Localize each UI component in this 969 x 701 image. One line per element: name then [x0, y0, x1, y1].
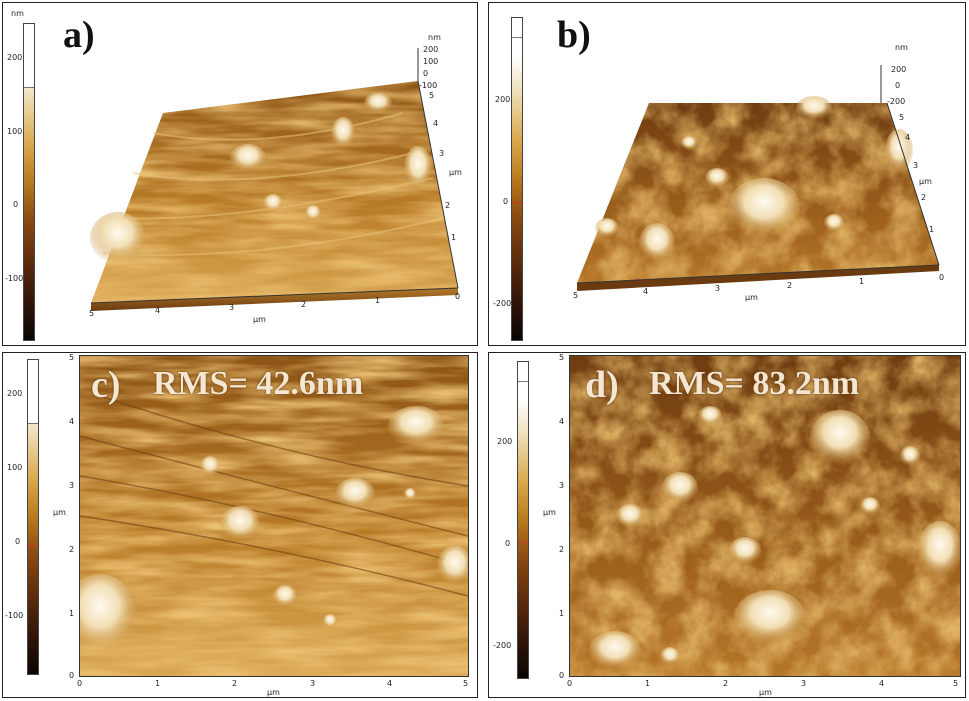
colorbar-a-tick: 100 [7, 127, 23, 136]
z-tick-a: 0 [423, 69, 429, 78]
x-tick-a: 1 [375, 296, 381, 305]
colorbar-c-tick: -100 [5, 611, 24, 620]
x-tick-b: 5 [573, 291, 579, 300]
colorbar-a-tick: 0 [13, 200, 19, 209]
x-tick-b: 0 [939, 273, 945, 282]
panel-b-label: b) [557, 14, 591, 56]
x-tick-d: 2 [723, 679, 729, 688]
colorbar-a-tick: 200 [7, 53, 23, 62]
z-tick-b: 0 [895, 81, 901, 90]
x-tick-a: 3 [229, 303, 235, 312]
x-tick-d: 3 [801, 679, 807, 688]
colorbar-c-tick: 100 [7, 463, 23, 472]
y-tick-d: 3 [559, 481, 565, 490]
x-unit-b: μm [745, 293, 758, 302]
x-tick-c: 1 [155, 679, 161, 688]
x-tick-c: 4 [387, 679, 393, 688]
y-tick-b: 4 [905, 133, 911, 142]
y-tick-a: 1 [451, 233, 457, 242]
x-tick-c: 0 [77, 679, 83, 688]
y-unit-a: μm [449, 168, 462, 177]
colorbar-d-tick: 0 [505, 539, 511, 548]
colorbar-b-tick: 200 [495, 95, 511, 104]
y-tick-c: 5 [69, 353, 75, 362]
y-tick-c: 0 [69, 671, 75, 680]
colorbar-a-unit: nm [11, 9, 24, 18]
x-tick-d: 4 [879, 679, 885, 688]
panel-c-label: c) [91, 364, 121, 406]
rms-d: RMS= 83.2nm [649, 365, 860, 402]
panel-a: nm 200 100 0 -100 a) nm 200 100 0 -100 5 [2, 2, 478, 346]
panel-d-label: d) [585, 364, 619, 406]
y-unit-c: μm [53, 508, 66, 517]
y-tick-c: 1 [69, 609, 75, 618]
colorbar-d-tick: 200 [497, 437, 513, 446]
panel-c: 200 100 0 -100 c) RMS= 42.6nm 5 4 3 2 1 … [2, 352, 478, 698]
x-unit-a: μm [253, 315, 266, 324]
z-tick-a: -100 [419, 81, 438, 90]
y-tick-c: 4 [69, 417, 75, 426]
afm-image-c [79, 355, 469, 677]
surface-a-peaks [90, 93, 432, 264]
y-tick-a: 4 [433, 119, 439, 128]
y-tick-c: 2 [69, 545, 75, 554]
x-tick-a: 0 [455, 292, 461, 301]
x-tick-b: 1 [859, 277, 865, 286]
x-tick-d: 5 [953, 679, 959, 688]
x-tick-d: 0 [567, 679, 573, 688]
z-unit-b: nm [895, 43, 908, 52]
z-tick-a: 100 [423, 57, 439, 66]
panel-d: 200 0 -200 d) RMS= 83.2nm 5 4 3 2 1 0 μm… [488, 352, 966, 698]
x-tick-a: 5 [89, 309, 95, 318]
z-tick-b: -200 [887, 97, 906, 106]
colorbar-d [517, 361, 529, 679]
x-tick-a: 2 [301, 300, 307, 309]
x-tick-c: 3 [310, 679, 316, 688]
y-tick-d: 4 [559, 417, 565, 426]
y-tick-d: 0 [559, 671, 565, 680]
colorbar-b-tick: 0 [503, 197, 509, 206]
rms-c: RMS= 42.6nm [153, 365, 364, 402]
z-tick-b: 200 [891, 65, 907, 74]
x-unit-d: μm [759, 688, 772, 697]
y-tick-a: 2 [445, 201, 451, 210]
y-tick-b: 2 [921, 193, 927, 202]
colorbar-c-tick: 0 [15, 537, 21, 546]
y-tick-d: 5 [559, 353, 565, 362]
y-tick-d: 2 [559, 545, 565, 554]
colorbar-b-tick: -200 [493, 299, 512, 308]
colorbar-c [27, 359, 39, 675]
y-tick-a: 3 [439, 149, 445, 158]
colorbar-a-tick: -100 [5, 274, 24, 283]
afm-image-d [569, 355, 961, 677]
x-tick-d: 1 [645, 679, 651, 688]
y-unit-b: μm [919, 177, 932, 186]
x-tick-c: 5 [463, 679, 469, 688]
z-unit-a: nm [428, 33, 441, 42]
x-tick-b: 3 [715, 284, 721, 293]
surface-3d-a [90, 48, 459, 311]
x-tick-b: 4 [643, 287, 649, 296]
z-tick-a: 200 [423, 45, 439, 54]
x-tick-c: 2 [232, 679, 238, 688]
y-tick-d: 1 [559, 609, 565, 618]
colorbar-a [23, 23, 35, 341]
surface-a-ridges [102, 112, 444, 256]
panel-b: 200 0 -200 b) nm 200 0 -200 5 4 3 2 1 0 … [488, 2, 966, 346]
x-tick-a: 4 [155, 306, 161, 315]
y-tick-b: 1 [929, 225, 935, 234]
y-tick-b: 3 [913, 161, 919, 170]
x-unit-c: μm [267, 688, 280, 697]
colorbar-d-tick: -200 [493, 641, 512, 650]
y-unit-d: μm [543, 508, 556, 517]
y-tick-c: 3 [69, 481, 75, 490]
colorbar-b [511, 17, 523, 341]
y-tick-b: 5 [899, 113, 905, 122]
y-tick-a: 5 [429, 91, 435, 100]
x-tick-b: 2 [787, 281, 793, 290]
colorbar-c-tick: 200 [7, 389, 23, 398]
panel-a-label: a) [63, 14, 95, 56]
surface-3d-b [576, 65, 940, 291]
